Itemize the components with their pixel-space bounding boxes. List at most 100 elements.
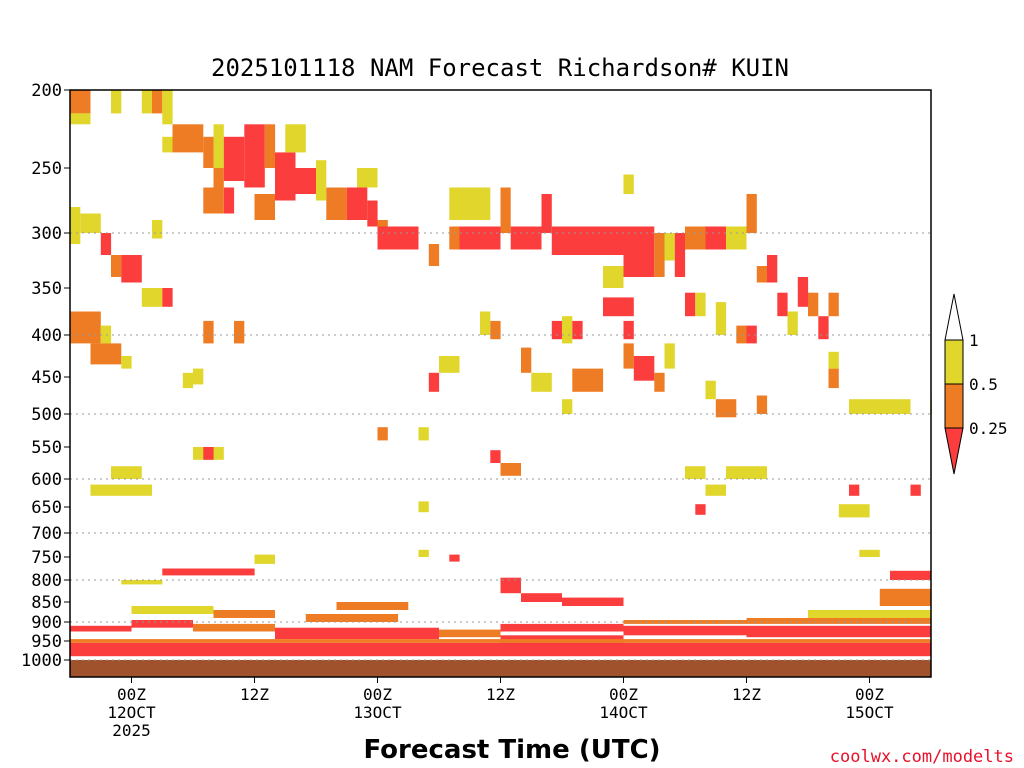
heatmap-cell: [787, 311, 798, 335]
heatmap-cell: [623, 320, 634, 340]
y-tick-label: 800: [31, 571, 62, 591]
heatmap-cell: [203, 320, 214, 344]
heatmap-cell: [500, 623, 624, 632]
heatmap-cell: [100, 325, 112, 344]
y-tick-label: 200: [31, 81, 62, 101]
heatmap-cell: [500, 463, 521, 476]
x-tick-label: 00Z: [855, 685, 884, 704]
y-axis-ticks: 200 250 300 350 400 450 500 550 600 650 700 750 8008…: [21, 81, 70, 671]
heatmap-cell: [244, 124, 265, 188]
heatmap-cell: [510, 226, 542, 250]
heatmap-cell: [480, 311, 491, 335]
heatmap-cell: [828, 351, 839, 369]
ground-layer: [70, 660, 931, 677]
heatmap-cell: [121, 255, 142, 283]
y-tick-label: 250: [31, 159, 62, 179]
heatmap-cell: [316, 160, 327, 201]
y-tick-label: 750: [31, 548, 62, 568]
heatmap-cell: [70, 639, 931, 643]
heatmap-cell: [275, 627, 439, 640]
heatmap-cell: [726, 226, 747, 250]
heatmap-cell: [654, 233, 665, 277]
legend-label: 0.25: [969, 419, 1008, 438]
heatmap-cell: [551, 226, 624, 255]
heatmap-cell: [746, 625, 931, 638]
heatmap-cell: [685, 226, 706, 250]
heatmap-cell: [808, 292, 819, 317]
heatmap-cell: [633, 356, 655, 381]
heatmap-cell: [377, 427, 388, 441]
heatmap-cell: [439, 629, 501, 638]
heatmap-cell: [521, 347, 532, 373]
x-tick-label: 00Z: [363, 685, 392, 704]
heatmap-cell: [254, 554, 275, 564]
heatmap-cell: [193, 623, 275, 632]
heatmap-cell: [418, 427, 429, 441]
legend-bin: [944, 383, 964, 429]
heatmap-cell: [121, 356, 132, 369]
heatmap-cell: [623, 625, 747, 636]
heatmap-cell: [623, 226, 655, 277]
heatmap-cell: [223, 136, 245, 181]
heatmap-cell: [213, 124, 224, 168]
legend-label: 1: [969, 331, 979, 350]
heatmap-cell: [172, 124, 193, 153]
heatmap-cell: [193, 368, 204, 385]
heatmap-cell: [490, 320, 501, 340]
heatmap-cell: [223, 187, 235, 214]
y-tick-label: 300: [31, 224, 62, 244]
heatmap-cell: [705, 226, 726, 250]
legend-bin: [944, 293, 964, 341]
heatmap-cell: [70, 625, 132, 632]
heatmap-cell: [264, 124, 276, 168]
heatmap-cell: [326, 187, 347, 220]
ground-fill: [70, 660, 931, 677]
heatmap-cell: [428, 244, 440, 266]
heatmap-cell: [357, 168, 378, 188]
heatmap-cell: [141, 90, 153, 114]
heatmap-cell: [603, 297, 634, 317]
heatmap-cell: [808, 610, 931, 618]
heatmap-cell: [162, 288, 173, 307]
legend-bin: [944, 427, 964, 475]
heatmap-cell: [746, 194, 757, 233]
heatmap-cell: [203, 447, 214, 460]
heatmap-cell: [234, 320, 245, 344]
heatmap-cell: [193, 124, 204, 153]
heatmap-cell: [695, 292, 706, 317]
legend-label: 0.5: [969, 375, 998, 394]
credit-link[interactable]: coolwx.com/modelts: [830, 747, 1014, 767]
heatmap-cell: [203, 187, 224, 214]
heatmap-cell: [756, 395, 768, 414]
heatmap-cell: [674, 233, 686, 277]
heatmap-cell: [715, 399, 737, 418]
x-tick-label: 12Z: [240, 685, 269, 704]
heatmap-cell: [859, 549, 880, 557]
heatmap-cell: [767, 255, 778, 283]
y-tick-label: 550: [31, 438, 62, 458]
heatmap-cell: [562, 399, 573, 414]
heatmap-cell: [213, 610, 275, 618]
heatmap-cell: [70, 311, 101, 344]
heatmap-cells: [70, 90, 932, 657]
heatmap-cell: [828, 368, 839, 389]
heatmap-cell: [449, 226, 460, 250]
heatmap-cell: [70, 90, 91, 114]
y-tick-label: 1000: [21, 651, 62, 671]
heatmap-cell: [305, 614, 399, 622]
heatmap-cell: [70, 642, 931, 651]
heatmap-cell: [838, 504, 870, 518]
heatmap-cell: [654, 372, 665, 392]
y-tick-label: 650: [31, 498, 62, 518]
heatmap-cell: [70, 650, 931, 657]
chart-title: 2025101118 NAM Forecast Richardson# KUIN: [211, 54, 789, 82]
heatmap-cell: [623, 343, 634, 369]
heatmap-cell: [428, 372, 440, 392]
heatmap-cell: [572, 368, 604, 392]
heatmap-cell: [664, 233, 675, 261]
heatmap-cell: [439, 356, 460, 373]
heatmap-cell: [121, 580, 163, 585]
heatmap-cell: [910, 484, 921, 496]
y-tick-label: 950: [31, 632, 62, 652]
